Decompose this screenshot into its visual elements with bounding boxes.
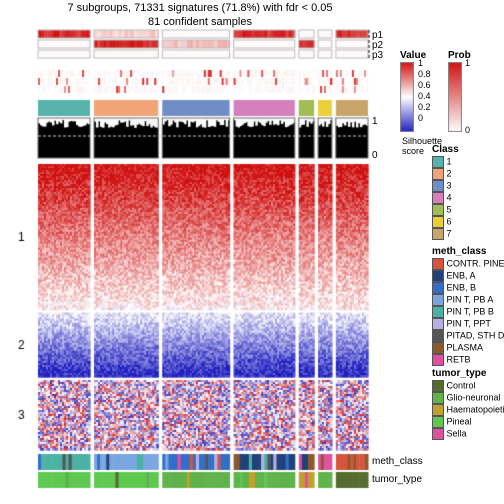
legend-item: 3 (432, 180, 452, 192)
legend-item: Pineal (432, 416, 504, 428)
legend-silhouette-label: Silhouette (402, 136, 442, 146)
legend-item: PIN T, PB B (432, 306, 504, 318)
legend-value-tick: 0.4 (418, 91, 431, 102)
legend-item: PITAD, STH DNS B (432, 330, 504, 342)
legend-item: Haematopoietic (432, 404, 504, 416)
legend-tumortype-items: Control Glio-neuronal Haematopoietic Pin… (432, 380, 504, 440)
legend-item: 5 (432, 204, 452, 216)
legend-prob-tick-1: 1 (465, 58, 470, 68)
legend-value-tick: 1 (418, 58, 431, 69)
legend-prob-tick-0: 0 (465, 125, 470, 135)
legend-item: Glio-neuronal (432, 392, 504, 404)
legend-value-tick: 0.8 (418, 69, 431, 80)
tumor-type-row-label: tumor_type (372, 474, 422, 485)
legend-score-label: score (402, 146, 424, 156)
legend-prob-gradient (448, 62, 462, 132)
legend-item: 6 (432, 216, 452, 228)
legend-value-tick: 0 (418, 113, 431, 124)
legend-item: 2 (432, 168, 452, 180)
legend-methclass-items: CONTR. PINEAL ENB, A ENB, B PIN T, PB A … (432, 258, 504, 366)
legend-value-tick: 0.2 (418, 102, 431, 113)
legend-value-gradient (400, 62, 414, 132)
legend-item: Sella (432, 428, 504, 440)
legend-value-ticks: 10.80.60.40.20 (418, 58, 431, 124)
legend-item: PIN T, PPT (432, 318, 504, 330)
legend-value-tick: 0.6 (418, 80, 431, 91)
legend-class-items: 1 2 3 4 5 6 7 (432, 156, 452, 240)
legend-item: 1 (432, 156, 452, 168)
meth-class-row-label: meth_class (372, 456, 423, 467)
legend-item: 4 (432, 192, 452, 204)
legend-item: ENB, A (432, 270, 504, 282)
legend-item: ENB, B (432, 282, 504, 294)
legend-item: RETB (432, 354, 504, 366)
legend-item: CONTR. PINEAL (432, 258, 504, 270)
legend-tumortype-title: tumor_type (432, 368, 486, 379)
legend-methclass-title: meth_class (432, 246, 486, 257)
legend-item: PIN T, PB A (432, 294, 504, 306)
legend-item: PLASMA (432, 342, 504, 354)
legend-item: 7 (432, 228, 452, 240)
legend-item: Control (432, 380, 504, 392)
